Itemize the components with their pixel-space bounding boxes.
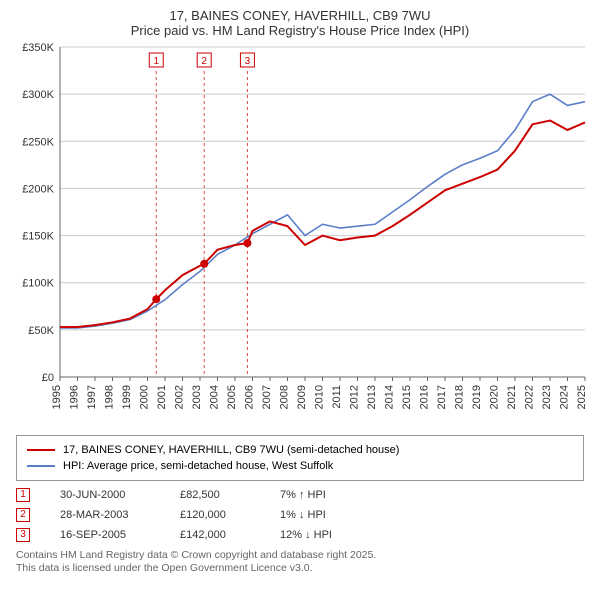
svg-text:2023: 2023 — [541, 385, 553, 409]
svg-text:2004: 2004 — [209, 385, 221, 409]
title-address: 17, BAINES CONEY, HAVERHILL, CB9 7WU — [0, 8, 600, 23]
svg-text:1995: 1995 — [51, 385, 63, 409]
svg-text:2006: 2006 — [244, 385, 256, 409]
svg-text:2003: 2003 — [191, 385, 203, 409]
svg-text:1999: 1999 — [121, 385, 133, 409]
legend-item: HPI: Average price, semi-detached house,… — [27, 458, 573, 474]
chart-title: 17, BAINES CONEY, HAVERHILL, CB9 7WU Pri… — [0, 0, 600, 42]
svg-text:2025: 2025 — [576, 385, 588, 409]
attrib-line: Contains HM Land Registry data © Crown c… — [16, 549, 584, 562]
legend-label: HPI: Average price, semi-detached house,… — [63, 458, 333, 474]
sale-date: 28-MAR-2003 — [60, 505, 150, 525]
svg-text:2001: 2001 — [156, 385, 168, 409]
svg-text:2024: 2024 — [559, 385, 571, 409]
sale-price: £142,000 — [180, 525, 250, 545]
svg-text:2021: 2021 — [506, 385, 518, 409]
legend-label: 17, BAINES CONEY, HAVERHILL, CB9 7WU (se… — [63, 442, 399, 458]
sales-row: 2 28-MAR-2003 £120,000 1% ↓ HPI — [16, 505, 584, 525]
svg-text:2015: 2015 — [401, 385, 413, 409]
svg-text:£250K: £250K — [22, 136, 54, 148]
svg-text:1998: 1998 — [104, 385, 116, 409]
legend-item: 17, BAINES CONEY, HAVERHILL, CB9 7WU (se… — [27, 442, 573, 458]
svg-text:2018: 2018 — [454, 385, 466, 409]
svg-text:2017: 2017 — [436, 385, 448, 409]
svg-text:2020: 2020 — [489, 385, 501, 409]
svg-text:2012: 2012 — [349, 385, 361, 409]
chart-legend: 17, BAINES CONEY, HAVERHILL, CB9 7WU (se… — [16, 435, 584, 481]
legend-swatch — [27, 465, 55, 467]
svg-text:2002: 2002 — [174, 385, 186, 409]
svg-text:1997: 1997 — [86, 385, 98, 409]
sale-date: 16-SEP-2005 — [60, 525, 150, 545]
sale-pct: 1% ↓ HPI — [280, 505, 370, 525]
svg-text:2007: 2007 — [261, 385, 273, 409]
svg-text:2000: 2000 — [139, 385, 151, 409]
sale-marker: 1 — [16, 488, 30, 502]
svg-text:1: 1 — [153, 56, 159, 67]
title-subtitle: Price paid vs. HM Land Registry's House … — [0, 23, 600, 38]
svg-text:£300K: £300K — [22, 89, 54, 101]
svg-text:2008: 2008 — [279, 385, 291, 409]
sales-table: 1 30-JUN-2000 £82,500 7% ↑ HPI 2 28-MAR-… — [16, 485, 584, 545]
sale-pct: 7% ↑ HPI — [280, 485, 370, 505]
svg-text:1996: 1996 — [69, 385, 81, 409]
sale-marker: 2 — [16, 508, 30, 522]
sale-price: £82,500 — [180, 485, 250, 505]
sale-marker: 3 — [16, 528, 30, 542]
svg-text:2010: 2010 — [314, 385, 326, 409]
svg-text:2013: 2013 — [366, 385, 378, 409]
svg-text:£350K: £350K — [22, 42, 54, 54]
line-chart: £0 £50K £100K £150K £200K £250K £300K £350K 1995… — [10, 42, 590, 427]
svg-text:2011: 2011 — [331, 385, 343, 409]
svg-text:2016: 2016 — [419, 385, 431, 409]
svg-text:3: 3 — [245, 56, 251, 67]
attribution: Contains HM Land Registry data © Crown c… — [16, 549, 584, 575]
svg-text:£50K: £50K — [28, 325, 54, 337]
legend-swatch — [27, 449, 55, 451]
sale-price: £120,000 — [180, 505, 250, 525]
svg-text:2022: 2022 — [524, 385, 536, 409]
chart-svg: £0 £50K £100K £150K £200K £250K £300K £350K 1995… — [10, 42, 590, 427]
sale-date: 30-JUN-2000 — [60, 485, 150, 505]
svg-text:2009: 2009 — [296, 385, 308, 409]
sale-pct: 12% ↓ HPI — [280, 525, 370, 545]
svg-text:2019: 2019 — [471, 385, 483, 409]
attrib-line: This data is licensed under the Open Gov… — [16, 562, 584, 575]
sales-row: 1 30-JUN-2000 £82,500 7% ↑ HPI — [16, 485, 584, 505]
svg-text:2: 2 — [201, 56, 207, 67]
svg-text:£0: £0 — [42, 372, 54, 384]
svg-text:£150K: £150K — [22, 231, 54, 243]
svg-text:2014: 2014 — [384, 385, 396, 409]
svg-text:£100K: £100K — [22, 278, 54, 290]
svg-text:2005: 2005 — [226, 385, 238, 409]
svg-text:£200K: £200K — [22, 183, 54, 195]
sales-row: 3 16-SEP-2005 £142,000 12% ↓ HPI — [16, 525, 584, 545]
